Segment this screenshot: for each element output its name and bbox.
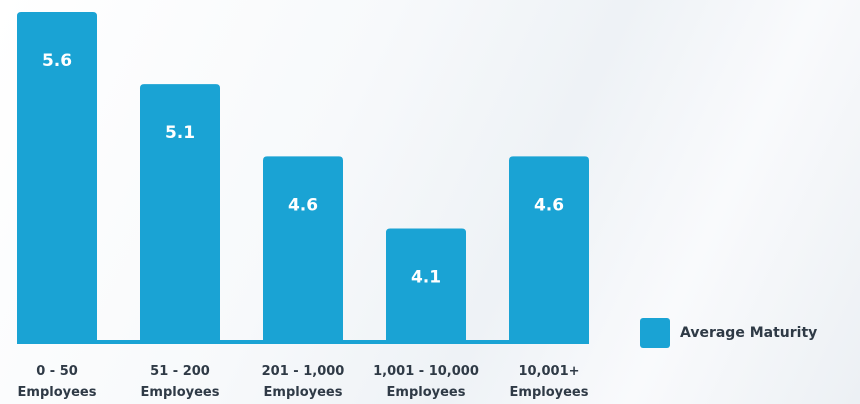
bar-value-label: 4.6: [534, 195, 564, 215]
x-tick-label: Employees: [141, 385, 220, 400]
x-tick-label: 201 - 1,000: [262, 364, 345, 379]
bar-value-label: 4.1: [411, 268, 441, 288]
x-tick-label: Employees: [264, 385, 343, 400]
bar: [509, 156, 589, 344]
x-tick-label: 10,001+: [518, 364, 579, 379]
legend-label: Average Maturity: [680, 325, 818, 341]
legend: Average Maturity: [640, 318, 817, 348]
x-tick-label: Employees: [18, 385, 97, 400]
bar-value-label: 4.6: [288, 195, 318, 215]
bar: [386, 228, 466, 344]
bar-value-label: 5.6: [42, 51, 72, 71]
bar: [17, 12, 97, 344]
x-tick-label: 51 - 200: [150, 364, 210, 379]
x-tick-label: Employees: [387, 385, 466, 400]
x-tick-label: 1,001 - 10,000: [373, 364, 479, 379]
bar: [263, 156, 343, 344]
bar-value-label: 5.1: [165, 123, 195, 143]
bar: [140, 84, 220, 344]
x-tick-label: 0 - 50: [36, 364, 78, 379]
legend-swatch: [640, 318, 670, 348]
x-tick-label: Employees: [510, 385, 589, 400]
